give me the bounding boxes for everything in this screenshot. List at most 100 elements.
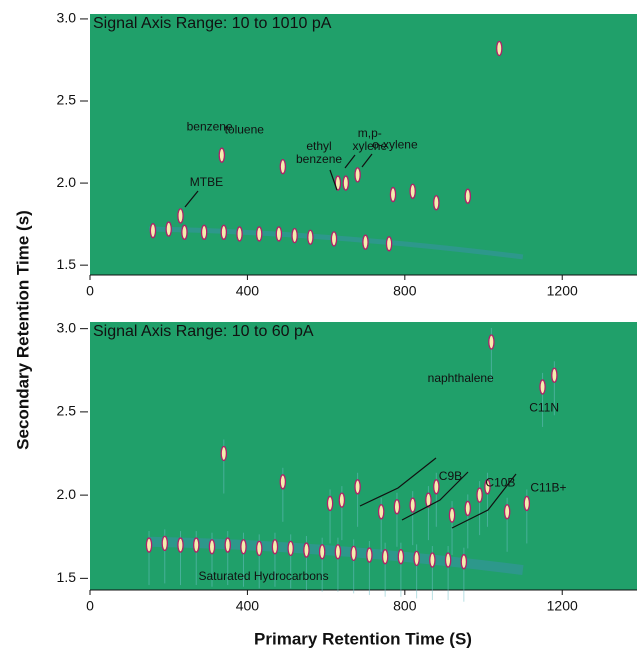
annotation: C10B bbox=[485, 476, 515, 490]
peak bbox=[448, 507, 456, 523]
peak bbox=[385, 236, 393, 252]
peak bbox=[220, 445, 228, 462]
peak bbox=[161, 535, 169, 552]
arrow bbox=[361, 153, 373, 168]
peak bbox=[464, 188, 472, 204]
peak bbox=[460, 554, 468, 570]
peak bbox=[334, 544, 342, 560]
annotation: m,p- bbox=[358, 126, 382, 140]
peak bbox=[279, 159, 287, 175]
pointer-line bbox=[451, 473, 517, 529]
peak bbox=[484, 479, 491, 495]
peak bbox=[177, 537, 184, 553]
peak bbox=[366, 547, 373, 563]
annotation: benzene bbox=[296, 152, 342, 166]
peak bbox=[338, 492, 346, 508]
peak bbox=[464, 500, 472, 517]
peak bbox=[193, 537, 200, 553]
annotation: benzene bbox=[187, 119, 233, 133]
chart-title: Signal Axis Range: 10 to 1010 pA bbox=[93, 15, 332, 32]
y-tick-label: 2.5 bbox=[57, 403, 77, 419]
peak bbox=[476, 487, 483, 503]
peak bbox=[145, 537, 153, 553]
peak bbox=[255, 540, 263, 557]
peak bbox=[377, 504, 385, 520]
peak bbox=[303, 542, 310, 558]
pointer-line bbox=[401, 471, 469, 521]
y-axis-title: Secondary Retention Time (s) bbox=[13, 210, 32, 450]
annotation: MTBE bbox=[190, 175, 223, 189]
peak bbox=[200, 224, 208, 240]
peak bbox=[362, 234, 369, 250]
peak bbox=[149, 223, 157, 239]
peak bbox=[236, 226, 243, 242]
x-tick-label: 0 bbox=[86, 283, 94, 299]
peak bbox=[318, 544, 326, 560]
annotation: C9B bbox=[439, 469, 462, 483]
peak bbox=[177, 208, 184, 224]
peak bbox=[307, 229, 314, 245]
peak bbox=[429, 552, 436, 568]
peak bbox=[409, 183, 416, 199]
peak bbox=[255, 226, 263, 242]
x-tick-label: 800 bbox=[393, 283, 417, 299]
annotation: naphthalene bbox=[428, 371, 494, 385]
y-tick-label: 3.0 bbox=[57, 10, 77, 26]
y-tick-label: 2.0 bbox=[57, 174, 77, 190]
annotation: Saturated Hydrocarbons bbox=[199, 569, 329, 583]
peak bbox=[397, 549, 405, 565]
peak bbox=[393, 499, 401, 515]
peak bbox=[218, 147, 226, 163]
peak bbox=[381, 549, 389, 565]
peak bbox=[488, 334, 495, 350]
annotation: o-xylene bbox=[372, 137, 418, 151]
peak bbox=[240, 539, 247, 555]
peak bbox=[523, 495, 531, 512]
peak bbox=[413, 550, 420, 567]
y-tick-label: 2.0 bbox=[57, 486, 77, 502]
peak bbox=[208, 539, 216, 555]
peak bbox=[354, 479, 361, 495]
peak bbox=[433, 479, 440, 495]
peak bbox=[279, 474, 287, 490]
peak bbox=[496, 40, 503, 57]
x-tick-label: 400 bbox=[236, 598, 260, 614]
x-tick-label: 800 bbox=[393, 598, 417, 614]
peak bbox=[425, 492, 432, 508]
pointer-line bbox=[359, 457, 437, 507]
peak bbox=[330, 231, 338, 247]
annotation: toluene bbox=[225, 123, 265, 137]
x-tick-label: 400 bbox=[236, 283, 260, 299]
peak bbox=[433, 195, 440, 211]
peak bbox=[291, 227, 298, 244]
peak bbox=[389, 186, 397, 203]
x-tick-label: 1200 bbox=[547, 598, 578, 614]
annotation: C11B+ bbox=[530, 481, 566, 495]
arrow bbox=[184, 190, 199, 208]
y-tick-label: 1.5 bbox=[57, 569, 77, 585]
annotation: C11N bbox=[529, 401, 559, 415]
peak bbox=[342, 175, 350, 191]
x-tick-label: 1200 bbox=[547, 283, 578, 299]
peak bbox=[181, 224, 188, 240]
arrow bbox=[344, 154, 356, 169]
x-tick-label: 0 bbox=[86, 598, 94, 614]
y-tick-label: 2.5 bbox=[57, 92, 77, 108]
annotation: xylene bbox=[352, 139, 387, 153]
peak bbox=[326, 495, 334, 512]
peak bbox=[444, 552, 452, 568]
peak bbox=[220, 224, 228, 240]
x-axis-title: Primary Retention Time (S) bbox=[254, 629, 472, 648]
peak bbox=[350, 545, 357, 562]
annotation-lines bbox=[184, 153, 517, 529]
peak bbox=[409, 497, 416, 513]
chart-title: Signal Axis Range: 10 to 60 pA bbox=[93, 323, 314, 340]
peak bbox=[224, 537, 231, 553]
peak bbox=[275, 226, 283, 242]
peak bbox=[539, 379, 546, 395]
peak bbox=[354, 167, 361, 183]
plot-background bbox=[90, 14, 637, 275]
peak bbox=[287, 540, 294, 557]
y-tick-label: 3.0 bbox=[57, 319, 77, 335]
